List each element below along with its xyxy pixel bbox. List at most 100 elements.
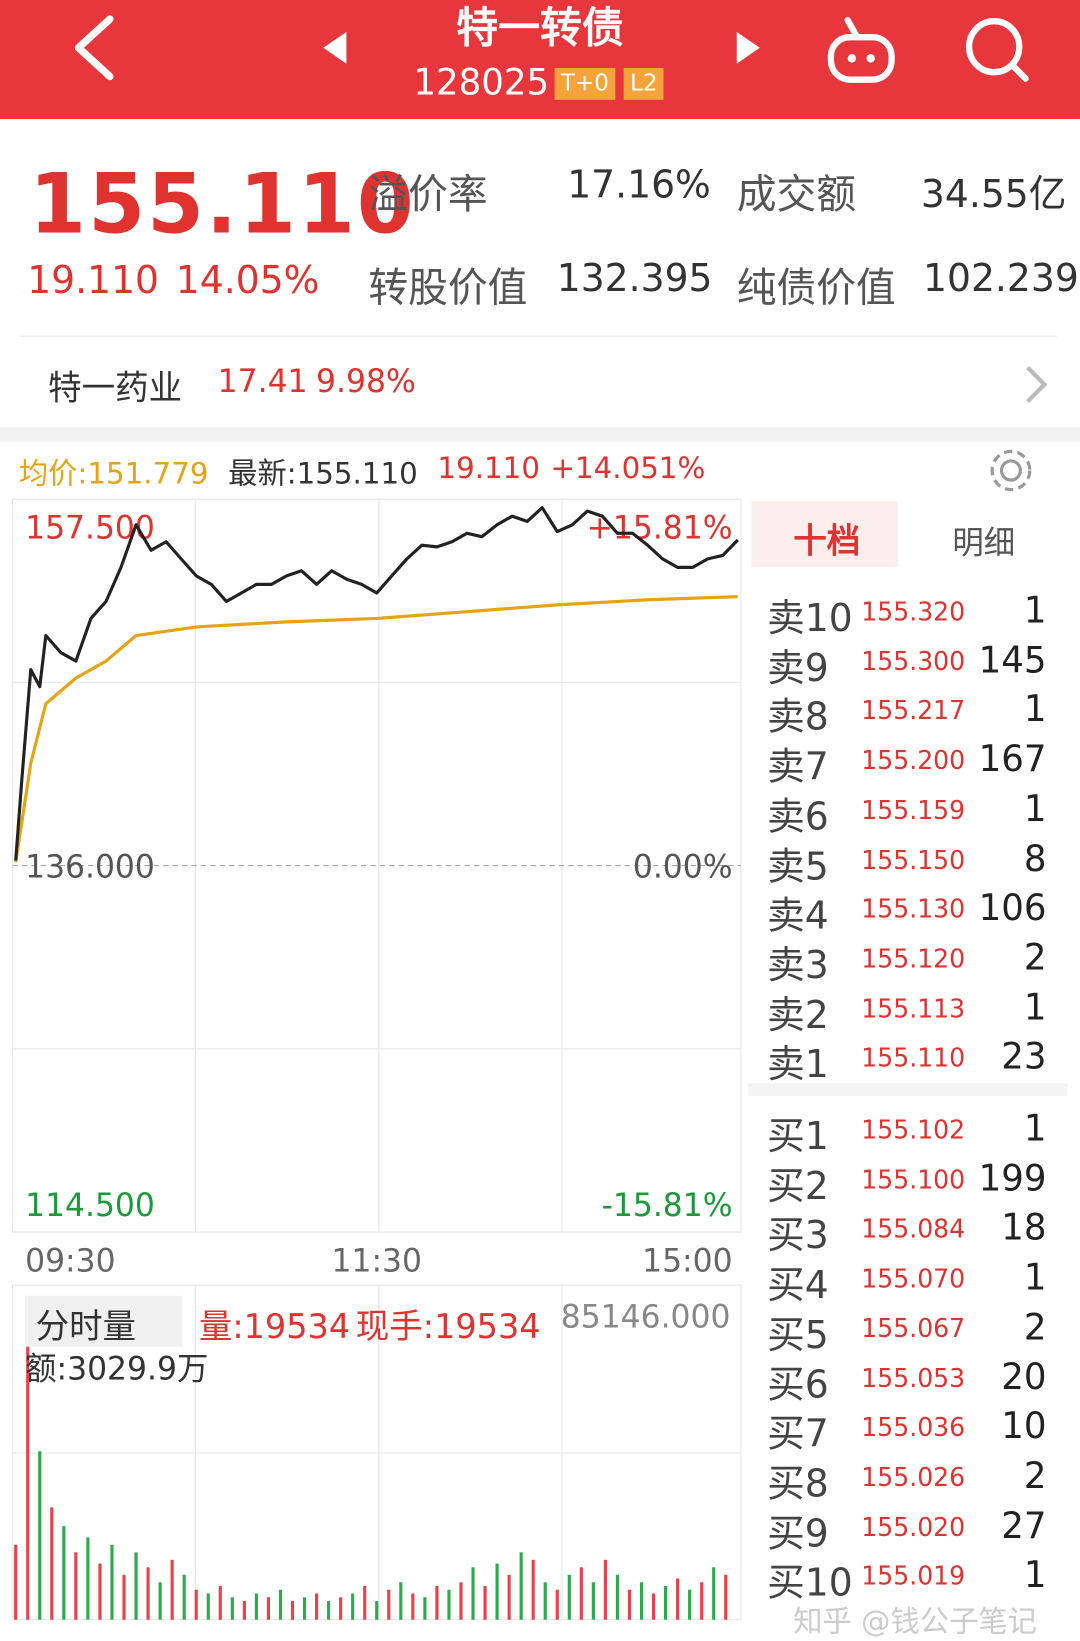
latest-change: 19.110 [437,450,540,486]
volume-bar [122,1574,126,1620]
level-label: 卖3 [767,944,829,988]
volume-bar [110,1544,114,1620]
level-qty: 27 [1001,1504,1047,1548]
level-label: 买5 [767,1313,829,1358]
level-price: 155.020 [861,1511,966,1542]
latest-change-pct: +14.051% [550,450,706,486]
volume-bar [327,1600,331,1620]
volume-bar [363,1586,367,1620]
volume-bar [579,1567,583,1620]
level-price: 155.130 [861,894,966,925]
volume-bar [507,1574,511,1620]
metric-label: 溢价率 [368,170,488,218]
level-qty: 167 [978,738,1047,781]
volume-bar [266,1597,270,1620]
level-price: 155.217 [861,696,966,726]
level-qty: 1 [1023,1256,1047,1300]
pct-label: -15.81% [602,1188,733,1224]
volume-bar [254,1593,258,1620]
search-button[interactable] [961,13,1034,87]
level-qty: 1 [1023,986,1047,1029]
volume-bar [447,1589,451,1620]
metric-value: 132.395 [556,257,713,301]
volume-bar [290,1600,295,1620]
level-price: 155.200 [861,745,966,776]
volume-bar [26,1331,30,1620]
volume-bar [146,1567,150,1620]
metric-label: 成交额 [736,170,857,218]
change: 19.110 [27,259,160,303]
level-label: 买8 [767,1462,829,1506]
badge: T+0 [554,67,616,100]
metric-value: 102.239 [923,257,1079,301]
y-tick-label: 85146.000 [561,1299,731,1335]
volume-bar [399,1582,403,1620]
robot-button[interactable] [825,16,898,85]
volume-selector[interactable] [25,1295,183,1347]
level-price: 155.110 [861,1043,966,1074]
volume-bar [688,1589,692,1620]
y-tick-label: 114.500 [25,1188,155,1224]
volume-bar [38,1451,42,1620]
volume-bar [194,1589,198,1620]
volume-bar [471,1567,475,1620]
back-button[interactable] [63,11,126,85]
volume-bar [62,1526,66,1620]
volume-bar [351,1593,355,1620]
level-qty: 106 [978,887,1047,930]
volume-bar [423,1597,427,1620]
tab-active[interactable] [751,501,898,568]
pct-label: 0.00% [633,849,733,885]
level-price: 155.159 [861,795,966,826]
avg-price: 均价:151.779 [18,455,209,491]
volume-bar [86,1537,90,1620]
volume-bar [459,1582,463,1620]
level-qty: 23 [1001,1035,1047,1079]
volume-bar [615,1574,620,1620]
y-tick-label: 136.000 [25,849,155,885]
latest-price: 最新:155.110 [228,455,418,491]
level-qty: 1 [1023,589,1047,632]
next-button[interactable] [733,30,764,66]
level-price: 155.036 [861,1412,966,1443]
level-qty: 1 [1023,1554,1047,1597]
volume-bar [591,1582,595,1620]
chevron[interactable] [1021,361,1052,408]
divider [20,335,1057,337]
level-label: 卖6 [767,795,829,839]
level-price: 155.120 [861,944,966,974]
tab[interactable]: 十档 [793,520,861,561]
volume-bar [339,1597,343,1620]
tab[interactable]: 明细 [952,524,1016,562]
watermark: 知乎 @钱公子笔记 [793,1603,1037,1639]
title: 特一转债 [456,4,624,54]
volume-bar [495,1563,499,1620]
volume-bar [603,1559,607,1620]
stock-price: 17.41 [217,363,308,401]
prev-button[interactable] [319,30,350,66]
level-price: 155.300 [861,646,966,677]
volume-bar [531,1559,535,1620]
level-price: 155.084 [861,1214,966,1245]
level-label: 卖5 [767,844,829,889]
price-line [14,506,739,861]
level-qty: 199 [978,1157,1047,1200]
volume-bar [387,1589,391,1620]
level-label: 买10 [767,1561,853,1606]
volume-title[interactable]: 分时量 [35,1306,137,1347]
volume-bar [567,1574,571,1620]
volume-bar [700,1582,704,1620]
level-label: 卖2 [767,993,829,1038]
stock-name[interactable]: 特一药业 [48,367,183,408]
level-label: 买3 [767,1214,829,1258]
volume-turnover: 额:3029.9万 [25,1350,209,1389]
level-qty: 1 [1023,1107,1047,1151]
settings-button[interactable] [984,444,1038,497]
volume-bar [134,1552,138,1620]
level-label: 卖10 [767,596,853,641]
volume-bar [302,1597,307,1620]
level-price: 155.113 [861,993,966,1024]
level-label: 卖1 [767,1043,829,1087]
metric-label: 纯债价值 [736,264,896,312]
